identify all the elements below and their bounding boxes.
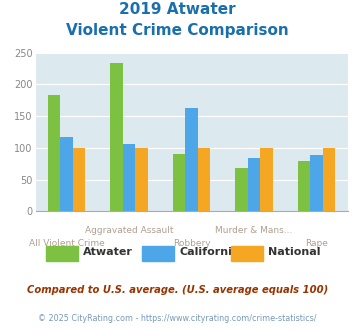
Text: Rape: Rape: [305, 239, 328, 248]
Text: California: California: [179, 248, 240, 257]
Text: Aggravated Assault: Aggravated Assault: [85, 226, 174, 235]
Bar: [310, 155, 323, 211]
Text: Murder & Mans...: Murder & Mans...: [215, 226, 293, 235]
Text: Violent Crime Comparison: Violent Crime Comparison: [66, 23, 289, 38]
Bar: [60, 137, 73, 211]
Bar: [298, 160, 310, 211]
Bar: [48, 95, 60, 211]
Text: 2019 Atwater: 2019 Atwater: [119, 2, 236, 16]
Bar: [136, 148, 148, 211]
Bar: [123, 144, 136, 211]
Bar: [261, 148, 273, 211]
Text: National: National: [268, 248, 321, 257]
Bar: [185, 108, 198, 211]
Bar: [110, 63, 123, 211]
Bar: [323, 148, 335, 211]
Bar: [248, 158, 261, 211]
Bar: [173, 153, 185, 211]
Bar: [198, 148, 211, 211]
Text: © 2025 CityRating.com - https://www.cityrating.com/crime-statistics/: © 2025 CityRating.com - https://www.city…: [38, 314, 317, 323]
Text: Robbery: Robbery: [173, 239, 211, 248]
Text: Atwater: Atwater: [83, 248, 133, 257]
Bar: [73, 148, 86, 211]
Text: All Violent Crime: All Violent Crime: [29, 239, 105, 248]
Text: Compared to U.S. average. (U.S. average equals 100): Compared to U.S. average. (U.S. average …: [27, 285, 328, 295]
Bar: [235, 168, 248, 211]
